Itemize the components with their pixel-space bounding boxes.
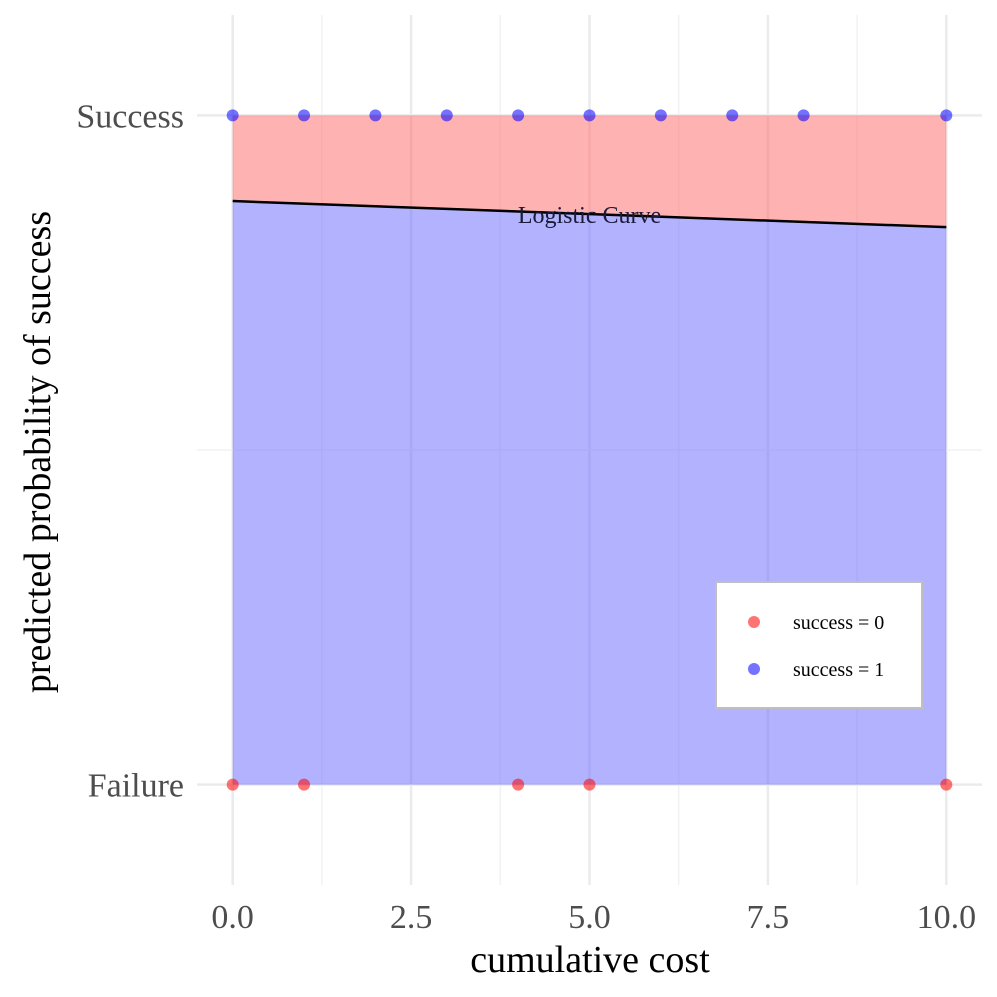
- point-success-1: [369, 109, 382, 122]
- x-tick-label: 7.5: [747, 899, 790, 936]
- point-success-0: [583, 778, 596, 791]
- x-tick-label: 2.5: [390, 899, 433, 936]
- point-success-1: [298, 109, 311, 122]
- point-success-1: [512, 109, 525, 122]
- x-tick-label: 10.0: [917, 899, 977, 936]
- point-success-1: [440, 109, 453, 122]
- logistic-curve-label: Logistic Curve: [518, 203, 661, 229]
- point-success-0: [512, 778, 525, 791]
- legend-label-success-1: success = 1: [793, 659, 884, 681]
- x-axis-title: cumulative cost: [470, 939, 710, 981]
- x-tick-label: 0.0: [211, 899, 254, 936]
- x-tick-label: 5.0: [568, 899, 611, 936]
- y-tick-label: Success: [76, 98, 184, 135]
- logistic-curve-group: Logistic Curve: [232, 199, 947, 229]
- legend: success = 0 success = 1: [715, 581, 923, 709]
- point-success-0: [940, 778, 953, 791]
- point-success-1: [226, 109, 239, 122]
- y-axis-title: predicted probability of success: [17, 211, 59, 693]
- point-success-0: [298, 778, 311, 791]
- point-success-1: [940, 109, 953, 122]
- point-success-1: [797, 109, 810, 122]
- success-region-fill: [232, 115, 947, 228]
- legend-label-success-0: success = 0: [793, 612, 884, 634]
- legend-swatch-success-0: [748, 616, 760, 628]
- logistic-curve-line: [232, 199, 947, 229]
- point-success-1: [654, 109, 667, 122]
- point-success-1: [583, 109, 596, 122]
- point-success-1: [726, 109, 739, 122]
- legend-box: [715, 581, 923, 709]
- point-success-0: [226, 778, 239, 791]
- tick-labels: 0.0 2.5 5.0 7.5 10.0 Failure Success: [76, 98, 976, 936]
- data-points: [226, 109, 953, 791]
- legend-swatch-success-1: [748, 663, 760, 675]
- y-tick-label: Failure: [88, 768, 184, 805]
